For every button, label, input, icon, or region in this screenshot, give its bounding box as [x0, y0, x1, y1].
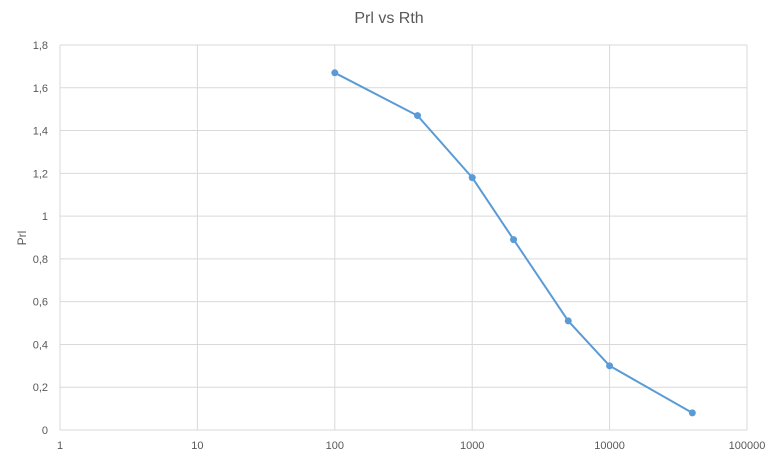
y-tick-label: 1,2: [33, 168, 48, 180]
y-tick-label: 0,4: [33, 339, 48, 351]
x-tick-label: 1: [57, 440, 63, 452]
gridlines: [59, 44, 748, 431]
y-tick-label: 1,4: [33, 126, 48, 138]
x-tick-label: 100000: [729, 440, 766, 452]
data-point: [331, 69, 339, 77]
series-layer: [331, 69, 696, 417]
y-axis-label: Prl: [15, 231, 29, 246]
x-tick-label: 100: [326, 440, 344, 452]
data-point: [606, 362, 614, 370]
data-point: [510, 236, 518, 244]
x-axis-ticks: 1 10 100 1000 10000 100000: [57, 440, 765, 452]
data-point: [468, 174, 476, 182]
x-tick-label: 10000: [594, 440, 625, 452]
x-tick-label: 10: [191, 440, 203, 452]
data-point: [414, 112, 422, 120]
data-point: [564, 317, 572, 325]
y-tick-label: 1,8: [33, 40, 48, 52]
data-point: [688, 409, 696, 417]
x-tick-label: 1000: [460, 440, 484, 452]
y-axis-ticks: 0 0,2 0,4 0,6 0,8 1 1,2 1,4 1,6 1,8: [33, 40, 48, 437]
y-tick-label: 0,2: [33, 382, 48, 394]
y-tick-label: 0,8: [33, 254, 48, 266]
chart-title: Prl vs Rth: [354, 10, 423, 27]
y-tick-label: 0,6: [33, 297, 48, 309]
y-tick-label: 1: [42, 211, 48, 223]
y-tick-label: 0: [42, 425, 48, 437]
y-tick-label: 1,6: [33, 83, 48, 95]
